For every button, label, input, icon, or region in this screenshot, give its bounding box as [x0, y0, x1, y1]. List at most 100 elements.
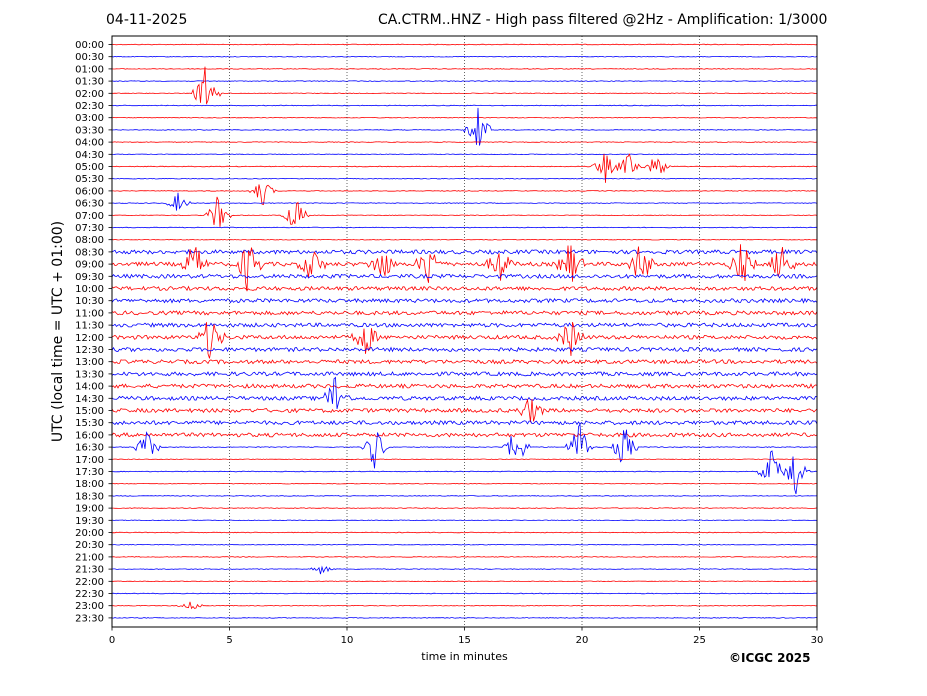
x-tick-label: 5	[226, 635, 232, 646]
trace-row	[111, 248, 818, 255]
y-axis-label: UTC (local time = UTC + 01:00)	[50, 221, 66, 442]
y-tick-label: 11:00	[75, 308, 104, 319]
y-tick-label: 21:00	[75, 552, 104, 563]
trace-row	[111, 450, 818, 495]
y-tick-label: 12:00	[75, 333, 104, 344]
y-tick-label: 00:00	[75, 40, 104, 51]
trace-row	[111, 141, 818, 143]
y-tick-label: 11:30	[75, 321, 104, 332]
y-tick-label: 23:30	[75, 613, 104, 624]
y-tick-label: 17:30	[75, 467, 104, 478]
y-tick-label: 05:30	[75, 174, 104, 185]
y-tick-label: 22:30	[75, 589, 104, 600]
trace-row	[111, 358, 818, 365]
y-tick-label: 19:00	[75, 504, 104, 515]
y-tick-label: 08:00	[75, 235, 104, 246]
y-tick-label: 06:00	[75, 186, 104, 197]
trace-row	[111, 376, 818, 409]
x-tick-label: 15	[458, 635, 471, 646]
y-tick-label: 14:30	[75, 394, 104, 405]
trace-row	[111, 531, 818, 534]
y-tick-label: 13:00	[75, 357, 104, 368]
y-tick-label: 06:30	[75, 199, 104, 210]
x-tick-group: 0 5 10 15 20 25 30	[109, 627, 824, 646]
x-tick-label: 30	[811, 635, 824, 646]
x-tick-label: 10	[341, 635, 354, 646]
x-tick-label: 20	[576, 635, 589, 646]
y-tick-label: 14:00	[75, 382, 104, 393]
trace-row	[111, 226, 817, 229]
trace-row	[111, 592, 817, 595]
y-tick-label: 02:30	[75, 101, 104, 112]
trace-row	[111, 238, 817, 241]
trace-row	[112, 184, 818, 205]
y-tick-label: 19:30	[75, 516, 104, 527]
trace-row	[111, 80, 818, 82]
y-tick-label: 04:30	[75, 150, 104, 161]
trace-row	[111, 519, 818, 522]
trace-row	[111, 556, 818, 558]
y-tick-label: 08:30	[75, 247, 104, 258]
trace-row	[111, 617, 817, 619]
y-tick-label: 18:30	[75, 491, 104, 502]
trace-row	[111, 321, 818, 359]
y-tick-label: 04:00	[75, 138, 104, 149]
y-tick-label: 10:00	[75, 284, 104, 295]
plot-frame	[111, 35, 818, 628]
trace-row	[111, 398, 818, 423]
trace-row	[111, 153, 818, 183]
y-tick-label: 22:00	[75, 577, 104, 588]
trace-row	[111, 543, 818, 546]
y-tick-label: 05:00	[75, 162, 104, 173]
date-label: 04-11-2025	[106, 12, 188, 28]
y-tick-label: 13:30	[75, 369, 104, 380]
y-tick-label: 12:30	[75, 345, 104, 356]
chart-title: CA.CTRM..HNZ - High pass filtered @2Hz -…	[378, 12, 828, 28]
traces-group	[111, 43, 818, 619]
trace-row	[111, 422, 818, 469]
y-tick-label: 23:00	[75, 601, 104, 612]
trace-row	[111, 55, 818, 58]
y-tick-label: 07:30	[75, 223, 104, 234]
y-tick-label: 15:30	[75, 418, 104, 429]
trace-row	[111, 196, 818, 227]
trace-row	[111, 153, 818, 156]
trace-row	[111, 192, 818, 211]
x-axis-label: time in minutes	[421, 650, 508, 663]
y-tick-label: 20:30	[75, 540, 104, 551]
y-tick-label: 15:00	[75, 406, 104, 417]
trace-row	[111, 383, 818, 390]
trace-row	[111, 565, 817, 575]
y-tick-label: 09:00	[75, 260, 104, 271]
y-tick-label: 21:30	[75, 565, 104, 576]
y-tick-label: 01:00	[75, 64, 104, 75]
y-tick-label: 03:30	[75, 125, 104, 136]
y-tick-label: 10:30	[75, 296, 104, 307]
trace-row	[111, 285, 818, 292]
trace-row	[111, 346, 818, 353]
y-tick-label: 00:30	[75, 52, 104, 63]
trace-row	[111, 322, 818, 328]
trace-row	[111, 177, 818, 180]
y-tick-label: 16:00	[75, 430, 104, 441]
copyright-label: ©ICGC 2025	[729, 651, 811, 665]
trace-row	[111, 244, 818, 292]
y-tick-label: 20:00	[75, 528, 104, 539]
y-tick-label: 16:30	[75, 443, 104, 454]
trace-row	[111, 419, 818, 426]
y-tick-label: 03:00	[75, 113, 104, 124]
y-tick-label: 01:30	[75, 77, 104, 88]
trace-row	[112, 601, 818, 610]
y-tick-label: 09:30	[75, 272, 104, 283]
grid-group	[229, 36, 700, 627]
x-tick-label: 25	[693, 635, 706, 646]
trace-row	[111, 43, 818, 46]
trace-row	[111, 580, 818, 583]
y-tick-label: 17:00	[75, 455, 104, 466]
y-tick-label: 02:00	[75, 89, 104, 100]
x-tick-label: 0	[109, 635, 115, 646]
trace-row	[111, 297, 818, 304]
y-tick-label: 07:00	[75, 211, 104, 222]
